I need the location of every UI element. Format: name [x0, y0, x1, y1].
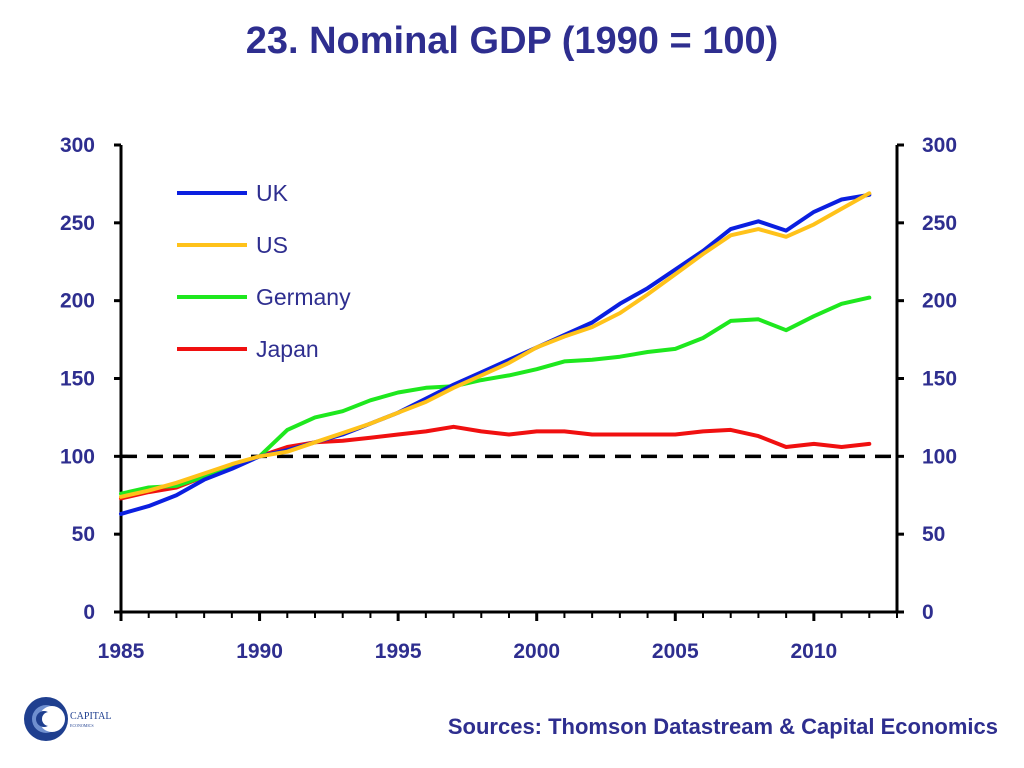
x-tick-label: 2000 — [513, 640, 560, 663]
line-chart: 0 0 50 50 100 100 150 150 200 200 250 250 300 300 1985… — [60, 134, 957, 663]
y-tick-label-right: 200 — [922, 290, 957, 313]
x-tick-label: 1995 — [375, 640, 422, 663]
y-tick-label-right: 300 — [922, 134, 957, 157]
series-line-us — [119, 191, 872, 499]
capital-economics-logo: CAPITAL ECONOMICS — [24, 697, 111, 741]
chart-title: 23. Nominal GDP (1990 = 100) — [245, 20, 779, 62]
y-tick-label-right: 100 — [922, 445, 957, 468]
x-tick-label: 2010 — [790, 640, 837, 663]
logo-text: CAPITAL — [70, 711, 111, 722]
legend-label-japan: Japan — [256, 336, 319, 362]
legend-label-us: US — [256, 232, 288, 258]
y-tick-label-left: 50 — [72, 523, 95, 546]
y-tick-label-right: 50 — [922, 523, 945, 546]
y-tick-label-right: 250 — [922, 212, 957, 235]
logo-subtext: ECONOMICS — [70, 723, 94, 728]
x-tick-label: 1985 — [98, 640, 145, 663]
y-tick-label-left: 0 — [83, 601, 95, 624]
x-tick-label: 2005 — [652, 640, 699, 663]
sources-note: Sources: Thomson Datastream & Capital Ec… — [447, 714, 998, 739]
y-tick-label-left: 100 — [60, 445, 95, 468]
y-tick-label-left: 150 — [60, 368, 95, 391]
series-line-uk — [119, 192, 872, 516]
legend-label-uk: UK — [256, 180, 289, 206]
y-tick-label-left: 250 — [60, 212, 95, 235]
y-tick-label-right: 0 — [922, 601, 934, 624]
x-tick-label: 1990 — [236, 640, 283, 663]
y-tick-label-left: 300 — [60, 134, 95, 157]
legend-label-germany: Germany — [256, 284, 351, 310]
y-tick-label-right: 150 — [922, 368, 957, 391]
y-tick-label-left: 200 — [60, 290, 95, 313]
